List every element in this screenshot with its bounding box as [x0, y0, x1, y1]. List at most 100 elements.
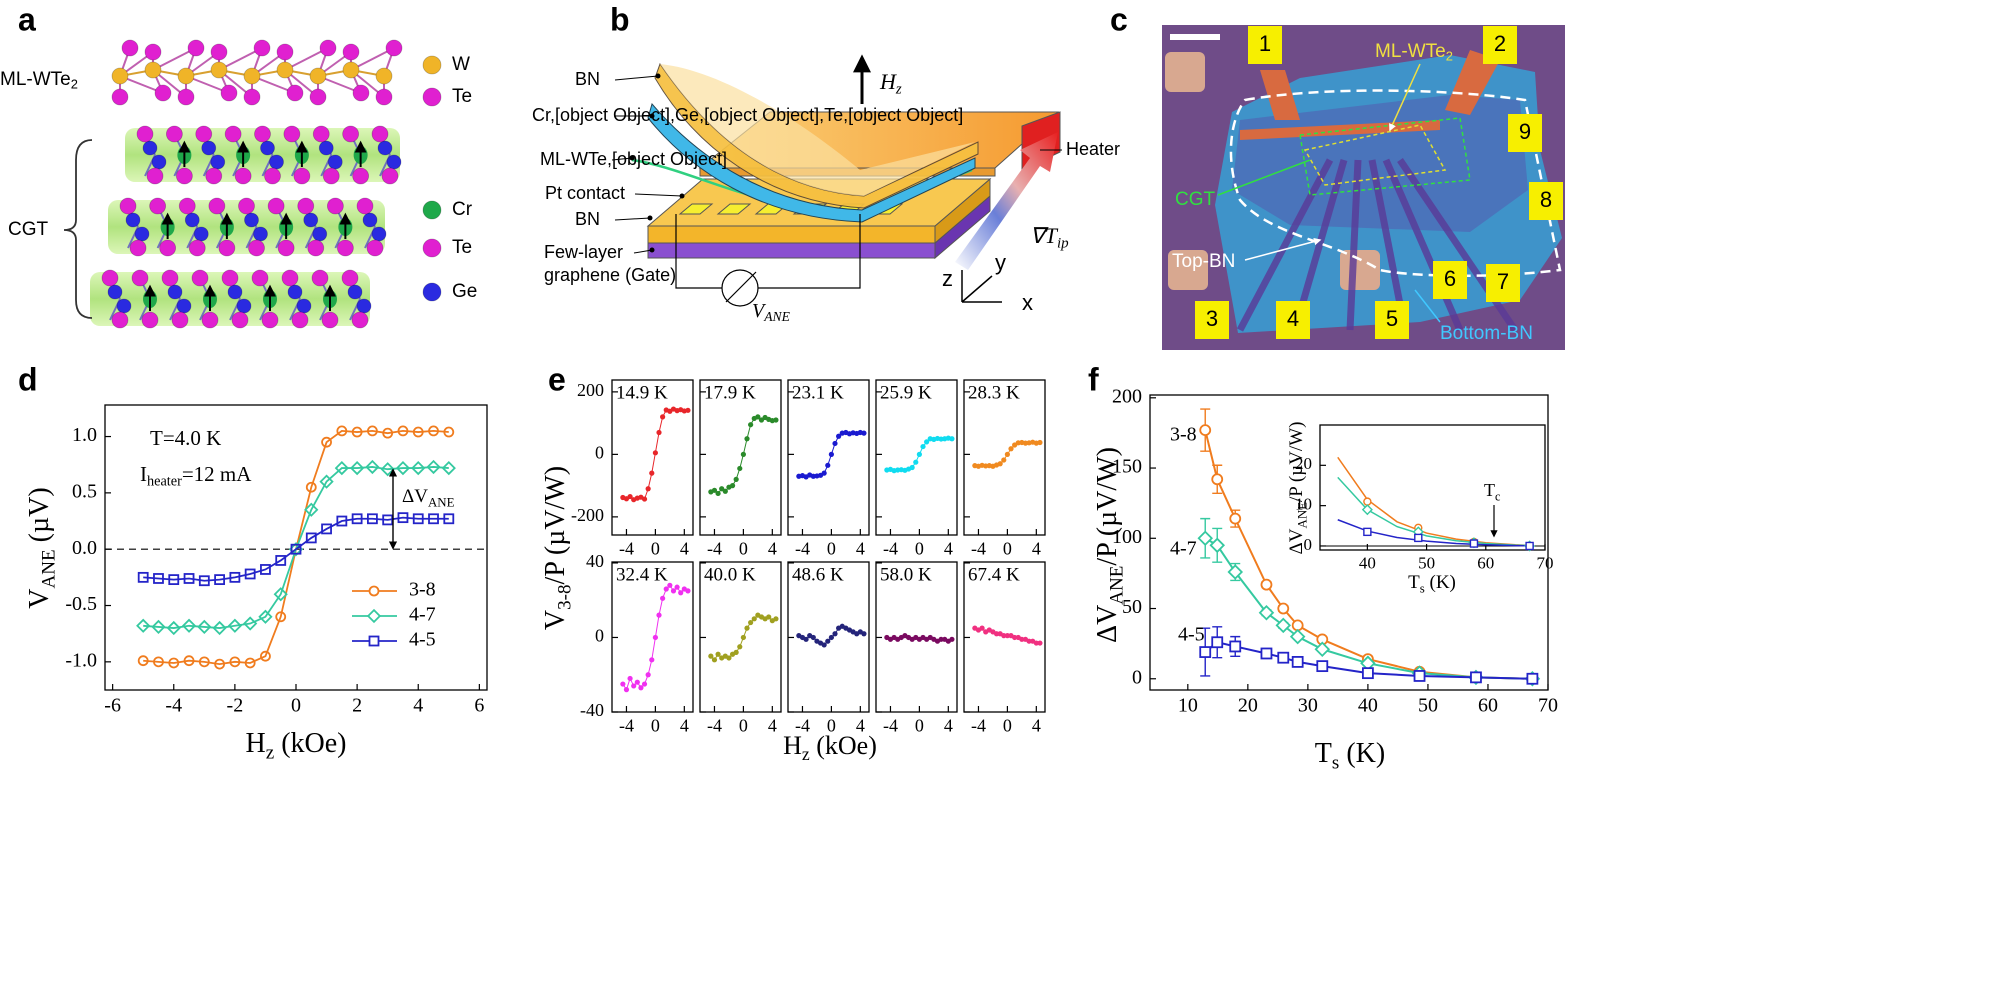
plot-frame	[963, 379, 1046, 536]
atom	[351, 311, 369, 329]
atom	[260, 140, 275, 156]
y-tick-label: -0.5	[65, 593, 97, 615]
atom	[188, 239, 206, 257]
data-dot	[924, 439, 930, 445]
cgt-label: CGT	[8, 219, 49, 240]
panel-label: a	[18, 1, 36, 37]
atom	[154, 84, 172, 102]
atom	[371, 226, 387, 242]
coord-axes	[961, 270, 1002, 303]
marker	[365, 459, 380, 475]
y-axis-label: VANE (µV)	[24, 487, 59, 608]
plot-frame	[699, 379, 782, 536]
atom	[326, 197, 344, 215]
legend-label: 4-7	[409, 604, 436, 626]
x-tick-label: -4	[795, 715, 810, 735]
finger	[1346, 159, 1362, 331]
data-dot	[733, 649, 739, 655]
atom	[422, 238, 442, 258]
x-axis-label-part: (kOe)	[274, 728, 346, 759]
x-tick-label: 10	[1178, 695, 1198, 717]
atom	[296, 298, 312, 314]
marker	[397, 425, 409, 437]
temperature-label: 67.4 K	[968, 564, 1020, 585]
data-dot	[1019, 636, 1025, 642]
atom	[234, 167, 252, 185]
heater-label: Heater	[1066, 139, 1120, 159]
contact-number: 6	[1444, 266, 1456, 291]
atom	[422, 55, 442, 75]
marker	[1526, 672, 1539, 685]
data-dot	[828, 451, 834, 457]
y-tick-label: 1.0	[72, 424, 97, 446]
data-dot	[861, 631, 867, 637]
data-dot	[685, 407, 691, 413]
marker	[168, 657, 180, 669]
atom	[293, 167, 311, 185]
axis-letter: z	[942, 266, 953, 291]
marker	[305, 481, 317, 493]
marker	[1197, 530, 1214, 547]
data-dot	[711, 487, 718, 493]
marker	[1362, 667, 1374, 680]
contact-number: 4	[1287, 306, 1299, 331]
panel-label: c	[1110, 1, 1128, 37]
gradient-label-sub: ip	[1057, 236, 1069, 252]
atom	[141, 311, 159, 329]
atom	[356, 298, 372, 314]
tc-label-sub: c	[1495, 489, 1501, 503]
atom	[136, 125, 154, 143]
y-tick-label: 40	[586, 551, 604, 571]
bottombn-pointer	[1414, 289, 1441, 323]
atom	[107, 284, 123, 300]
data-dot	[627, 493, 633, 500]
marker	[334, 460, 349, 476]
finger	[1236, 158, 1334, 332]
marker	[151, 619, 166, 635]
atom	[287, 284, 303, 300]
x-tick-label: 6	[474, 695, 484, 717]
atom	[319, 39, 337, 57]
atom	[277, 239, 295, 257]
marker	[395, 460, 411, 476]
data-dot	[711, 657, 718, 663]
atom	[187, 39, 205, 57]
marker	[1291, 656, 1304, 668]
data-dot	[1026, 638, 1032, 644]
x-tick-label: 0	[1003, 538, 1012, 558]
y-axis-label-part: /P (µV/W)	[540, 466, 571, 585]
x-tick-label: 0	[739, 715, 748, 735]
atom	[177, 88, 195, 106]
layer-pointer	[634, 193, 683, 197]
data-dot	[645, 486, 651, 492]
x-tick-label: 4	[413, 695, 423, 717]
layer-label: graphene (Gate)	[544, 265, 676, 285]
data-dot	[836, 433, 842, 439]
x-axis-label-part: H	[783, 731, 802, 760]
topbn-outline	[1229, 89, 1562, 278]
data-dot	[744, 625, 750, 631]
y-tick-label: 0	[1132, 666, 1142, 688]
data-dot	[1001, 633, 1007, 639]
annotation-sub: ANE	[428, 495, 455, 510]
data-dot	[1004, 633, 1010, 639]
y-axis-label-sub: ANE	[1107, 566, 1128, 605]
panel-label: f	[1088, 361, 1099, 397]
atom	[267, 197, 285, 215]
inset-y-label-part: ΔV	[1286, 528, 1307, 554]
contact-number: 1	[1259, 31, 1271, 56]
x-tick-label: 0	[291, 695, 301, 717]
data-dot	[715, 490, 721, 497]
marker	[366, 425, 378, 437]
inset-x-label-part: T	[1408, 572, 1420, 593]
field-label: Hz	[879, 69, 902, 98]
atom	[347, 284, 363, 300]
atom	[375, 67, 393, 85]
data-dot	[656, 612, 662, 618]
y-axis-label-part: ΔV	[1092, 605, 1123, 643]
atom	[243, 88, 261, 106]
data-dot	[726, 655, 732, 661]
atom	[356, 197, 374, 215]
y-axis-label-part: (µV)	[24, 487, 55, 549]
panel-label: d	[18, 361, 38, 397]
